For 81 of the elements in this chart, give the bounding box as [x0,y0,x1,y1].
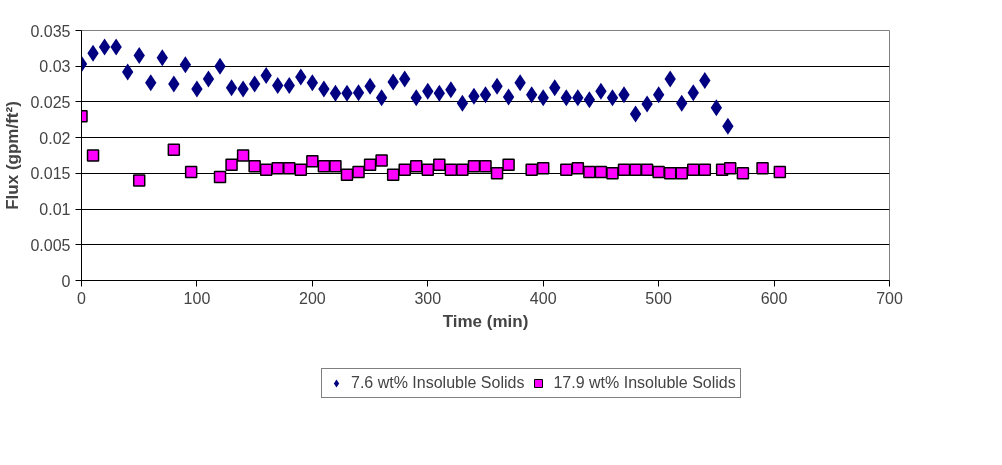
point [756,162,769,175]
point [502,88,515,106]
point [260,67,272,84]
point [479,86,492,104]
y-tick-label: 0.01 [39,201,71,219]
point [236,149,250,162]
point [329,84,342,102]
point [606,89,619,107]
point [710,99,723,117]
point [375,154,388,167]
point [479,159,492,173]
point [184,165,198,179]
y-tick-label: 0.025 [30,93,71,111]
point [271,162,284,175]
point [179,56,192,74]
point [583,165,596,179]
point [490,167,504,180]
point [456,94,469,112]
point [86,149,100,162]
point [225,158,238,172]
point [687,163,700,177]
point [283,162,296,175]
point [398,163,411,177]
point [433,158,446,172]
point [167,143,181,157]
point [652,86,665,104]
y-tick-label: 0.005 [30,236,71,254]
x-tick-label: 100 [183,289,211,307]
y-tick-label: 0.02 [39,129,71,147]
point [352,84,365,102]
point [698,163,712,177]
y-tick-label: 0.015 [30,165,71,183]
x-tick-label: 600 [760,289,788,307]
point [306,154,319,168]
point [133,47,145,64]
point [536,162,550,175]
point [560,163,573,177]
point [213,170,227,184]
point [248,159,261,173]
y-axis-title: Flux (gpm/ft²) [3,101,23,210]
point [294,163,308,177]
legend-label: 7.6 wt% Insoluble Solids [351,374,525,392]
point [736,167,750,180]
point [629,105,642,123]
y-tick-label: 0.035 [30,22,71,40]
point [571,162,585,175]
point [525,163,538,177]
point [409,159,423,173]
point [456,163,469,177]
point [202,70,215,88]
point [283,77,295,94]
legend-label: 17.9 wt% Insoluble Solids [553,374,736,392]
point [225,79,238,97]
point [306,74,319,92]
point [386,168,400,182]
point [272,77,284,94]
point [652,165,665,179]
point [723,162,737,175]
x-tick-label: 300 [414,289,442,307]
point [375,89,388,107]
point [583,91,596,109]
point [502,158,515,172]
x-tick-label: 0 [77,289,87,307]
point [329,159,342,173]
point [675,167,688,180]
point [606,167,619,180]
point [132,174,146,187]
x-tick-label: 200 [299,289,326,307]
y-tick-label: 0.03 [39,58,71,76]
x-tick-label: 700 [876,289,903,307]
y-tick-label: 0 [61,272,71,290]
point [663,167,677,180]
point [352,165,365,179]
x-tick-label: 400 [529,289,557,307]
point [629,163,642,177]
point [248,75,261,93]
point [773,165,787,179]
point [98,38,111,56]
x-axis-title: Time (min) [442,311,529,331]
x-tick-label: 500 [645,289,673,307]
point [699,72,711,89]
